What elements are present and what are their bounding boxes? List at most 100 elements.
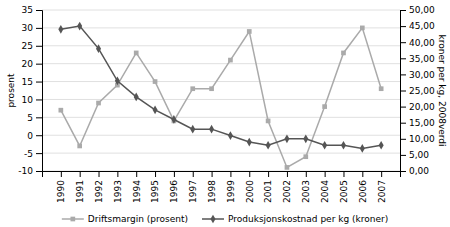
tick-label: 2005 [339,180,349,203]
tick: 2003 [301,171,311,203]
marker [153,105,158,114]
tick-label: 2004 [320,180,330,203]
tick-mark [400,155,406,156]
marker [266,141,271,150]
marker [341,141,346,150]
grid-line [42,10,400,11]
legend: Driftsmargin (prosent) Produksjonskostnad… [62,214,388,224]
tick-label: 1995 [150,180,160,203]
tick-mark [268,171,269,177]
tick: 1990 [56,171,66,203]
tick: -5 [24,148,42,158]
marker [134,93,139,102]
marker [190,86,195,91]
tick-label: 5,00 [409,150,429,160]
tick: 5,00 [400,150,429,160]
marker [360,26,365,31]
tick-mark [343,171,344,177]
marker [171,115,176,124]
tick: 20 [22,59,42,69]
tick-label: 35 [22,5,33,15]
tick: 25 [22,41,42,51]
tick-label: 30,00 [409,70,435,80]
tick-label: 2003 [301,180,311,203]
tick-mark [287,171,288,177]
tick-label: 0 [27,131,33,141]
tick: 30 [22,23,42,33]
tick-mark [36,117,42,118]
tick-mark [61,171,62,177]
tick-mark [306,171,307,177]
x-axis: 1990199119921993199419951996199719981999… [43,171,401,203]
tick-mark [36,82,42,83]
tick-mark [36,28,42,29]
tick-mark [36,135,42,136]
tick: 2007 [377,171,387,203]
tick-mark [212,171,213,177]
tick: 5 [27,113,42,123]
tick-mark [400,74,406,75]
tick-label: 2007 [377,180,387,203]
marker [303,134,308,143]
axis-line [43,172,401,178]
tick: 1997 [188,171,198,203]
grid-line [42,99,400,100]
tick-label: 2001 [263,180,273,203]
tick-label: -10 [18,166,33,176]
marker [247,29,252,34]
marker [58,108,63,113]
tick: 10,00 [400,134,435,144]
marker [96,101,101,106]
grid [42,10,400,171]
marker [153,79,158,84]
tick: 15 [22,77,42,87]
tick-mark [400,139,406,140]
tick-label: 20 [22,59,34,69]
marker [341,51,346,56]
tick-mark [400,107,406,108]
series-line [61,28,381,168]
tick-label: 20,00 [409,102,435,112]
tick: 40,00 [400,38,435,48]
tick: 30,00 [400,70,435,80]
axis-line [36,11,43,172]
tick-mark [36,46,42,47]
marker [190,125,195,134]
tick-mark [117,171,118,177]
tick: 20,00 [400,102,435,112]
legend-marker [70,217,75,222]
tick-mark [36,64,42,65]
tick-mark [174,171,175,177]
tick-label: 5 [27,113,33,123]
marker [379,86,384,91]
axis-line [401,11,407,172]
tick-mark [155,171,156,177]
legend-label: Produksjonskostnad per kg (kroner) [228,214,388,224]
grid-line [42,81,400,82]
marker [134,51,139,56]
tick: 35 [22,5,42,15]
y-axis-title: prosent [6,73,16,108]
marker [209,86,214,91]
tick: -10 [18,166,42,176]
tick-label: 1994 [132,180,142,203]
tick: 1995 [150,171,160,203]
legend-label: Driftsmargin (prosent) [88,214,188,224]
plot: 1990199119921993199419951996199719981999… [18,5,435,203]
marker [247,138,252,147]
tick-label: 15,00 [409,118,435,128]
tick: 10 [22,95,42,105]
tick-label: 50,00 [409,5,435,15]
marker [266,119,271,124]
tick-mark [400,91,406,92]
marker [285,165,290,170]
tick-label: 1998 [207,180,217,203]
tick-label: 0,00 [409,166,429,176]
tick-mark [400,42,406,43]
tick-label: 1992 [94,180,104,203]
marker [379,141,384,150]
tick-mark [400,26,406,27]
tick-mark [136,171,137,177]
marker [115,76,120,85]
tick: 15,00 [400,118,435,128]
